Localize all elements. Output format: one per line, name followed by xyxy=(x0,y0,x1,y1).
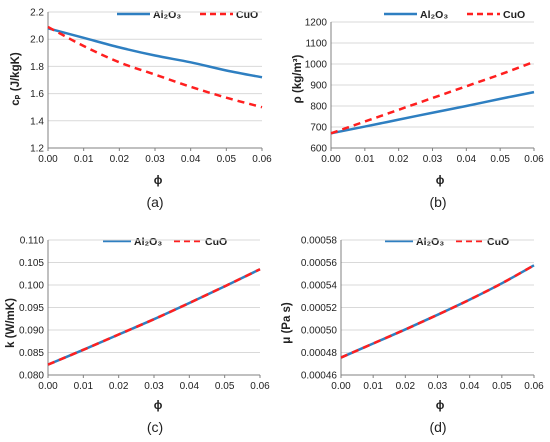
panel-label-a: (a) xyxy=(146,194,163,210)
plot-area-d: 0.000460.000480.000500.000520.000540.000… xyxy=(301,236,544,393)
y-tick-label-b: 1200 xyxy=(305,18,328,29)
x-tick-label-b: 0.05 xyxy=(490,154,510,165)
y-axis-title-c: k (W/mK) xyxy=(5,298,17,348)
x-tick-label-b: 0.02 xyxy=(389,154,409,165)
x-tick-label-b: 0.06 xyxy=(524,154,544,165)
panel-label-b: (b) xyxy=(429,194,446,210)
y-tick-label-d: 0.00056 xyxy=(301,258,338,269)
legend-label-al2o3: Al₂O₃ xyxy=(153,9,181,21)
panel-b: ρ (kg/m³) ϕ (b) Al₂O₃ CuO xyxy=(292,9,525,210)
legend-label-al2o3: Al₂O₃ xyxy=(420,9,448,21)
x-axis-title-d: ϕ xyxy=(436,400,445,412)
y-tick-label-c: 0.090 xyxy=(19,326,44,337)
x-tick-label-d: 0.05 xyxy=(492,381,512,392)
y-tick-label-b: 800 xyxy=(310,102,327,113)
x-tick-label-c: 0.03 xyxy=(144,381,164,392)
series-line-al2o3-a xyxy=(47,27,263,79)
legend-label-al2o3: Al₂O₃ xyxy=(134,236,162,248)
x-tick-label-d: 0.03 xyxy=(428,381,448,392)
y-tick-label-c: 0.110 xyxy=(20,236,45,247)
x-tick-label-d: 0.00 xyxy=(331,381,351,392)
y-tick-label-c: 0.085 xyxy=(19,348,44,359)
series-line-cuo-c xyxy=(47,268,261,366)
legend-label-cuo: CuO xyxy=(503,9,525,21)
y-tick-label-d: 0.00050 xyxy=(301,326,338,337)
legend-label-al2o3: Al₂O₃ xyxy=(416,236,444,248)
plot-area-c: 0.080 0.085 0.090 0.095 0.100 0.105 0.110 0.00 0… xyxy=(19,236,270,393)
x-tick-label-c: 0.04 xyxy=(180,381,200,392)
x-axis-title-b: ϕ xyxy=(436,175,445,187)
x-tick-label-c: 0.05 xyxy=(215,381,235,392)
legend-label-cuo: CuO xyxy=(236,9,258,21)
x-tick-label-b: 0.04 xyxy=(457,154,477,165)
x-tick-label-b: 0.00 xyxy=(321,154,341,165)
x-tick-label-a: 0.06 xyxy=(252,154,272,165)
x-tick-label-a: 0.03 xyxy=(145,154,165,165)
x-tick-label-d: 0.01 xyxy=(363,381,383,392)
y-tick-label-b: 1000 xyxy=(305,60,328,71)
x-tick-label-d: 0.02 xyxy=(396,381,416,392)
panel-label-d: (d) xyxy=(429,419,446,435)
y-tick-label-d: 0.00046 xyxy=(301,371,338,382)
y-tick-label-c: 0.100 xyxy=(19,281,44,292)
y-tick-label-d: 0.00058 xyxy=(301,236,338,247)
y-tick-label-b: 700 xyxy=(310,123,327,134)
y-tick-label-b: 1100 xyxy=(305,39,327,50)
y-tick-label-c: 0.095 xyxy=(19,303,44,314)
y-tick-label-a: 1.2 xyxy=(30,144,44,155)
x-tick-label-b: 0.03 xyxy=(423,154,443,165)
x-tick-label-a: 0.01 xyxy=(74,154,94,165)
x-tick-label-d: 0.04 xyxy=(460,381,480,392)
x-tick-label-c: 0.00 xyxy=(38,381,58,392)
y-axis-title-a: cₚ (J/kgK) xyxy=(10,52,22,106)
y-axis-title-b: ρ (kg/m³) xyxy=(292,55,304,104)
y-tick-label-c: 0.080 xyxy=(19,371,44,382)
legend-b: Al₂O₃ CuO xyxy=(384,9,525,21)
x-tick-label-b: 0.01 xyxy=(355,154,375,165)
x-tick-label-a: 0.04 xyxy=(181,154,201,165)
y-tick-label-d: 0.00052 xyxy=(301,303,338,314)
y-tick-label-d: 0.00048 xyxy=(301,348,338,359)
x-tick-label-a: 0.02 xyxy=(110,154,130,165)
legend-c: Al₂O₃ CuO xyxy=(103,236,227,248)
y-tick-label-a: 1.6 xyxy=(30,89,44,100)
x-tick-label-d: 0.06 xyxy=(524,381,544,392)
x-axis-title-c: ϕ xyxy=(154,400,163,412)
series-line-cuo-a xyxy=(47,25,263,109)
y-tick-label-b: 900 xyxy=(310,81,327,92)
plot-area-a: 1.2 1.4 1.6 1.8 2.0 2.2 0.00 0.01 0.02 0.03 0.04 0.… xyxy=(30,8,272,166)
x-tick-label-a: 0.05 xyxy=(217,154,237,165)
x-tick-label-a: 0.00 xyxy=(38,154,58,165)
x-tick-label-c: 0.06 xyxy=(250,381,270,392)
y-tick-label-a: 1.4 xyxy=(30,116,44,127)
panel-d: μ (Pa s) ϕ (d) Al₂O₃ CuO xyxy=(281,236,509,435)
y-tick-label-d: 0.00054 xyxy=(301,281,338,292)
series-line-al2o3-d xyxy=(340,264,535,359)
panel-label-c: (c) xyxy=(147,419,163,435)
y-axis-title-d: μ (Pa s) xyxy=(281,302,293,344)
y-tick-label-a: 2.0 xyxy=(30,35,44,46)
x-tick-label-c: 0.02 xyxy=(109,381,129,392)
plot-area-b: 600 700 800 900 1000 1100 1200 0.00 0.01 0.02 0.03… xyxy=(305,18,544,166)
y-tick-label-a: 2.2 xyxy=(30,8,44,19)
legend-d: Al₂O₃ CuO xyxy=(385,236,509,248)
x-axis-title-a: ϕ xyxy=(154,175,163,187)
y-tick-label-a: 1.8 xyxy=(30,62,44,73)
y-tick-label-c: 0.105 xyxy=(19,258,44,269)
legend-label-cuo: CuO xyxy=(205,236,227,248)
series-line-al2o3-b xyxy=(330,90,535,135)
x-tick-label-c: 0.01 xyxy=(74,381,94,392)
panel-c: k (W/mK) ϕ (c) Al₂O₃ CuO xyxy=(5,236,227,435)
y-tick-label-b: 600 xyxy=(310,144,327,155)
legend-label-cuo: CuO xyxy=(487,236,509,248)
